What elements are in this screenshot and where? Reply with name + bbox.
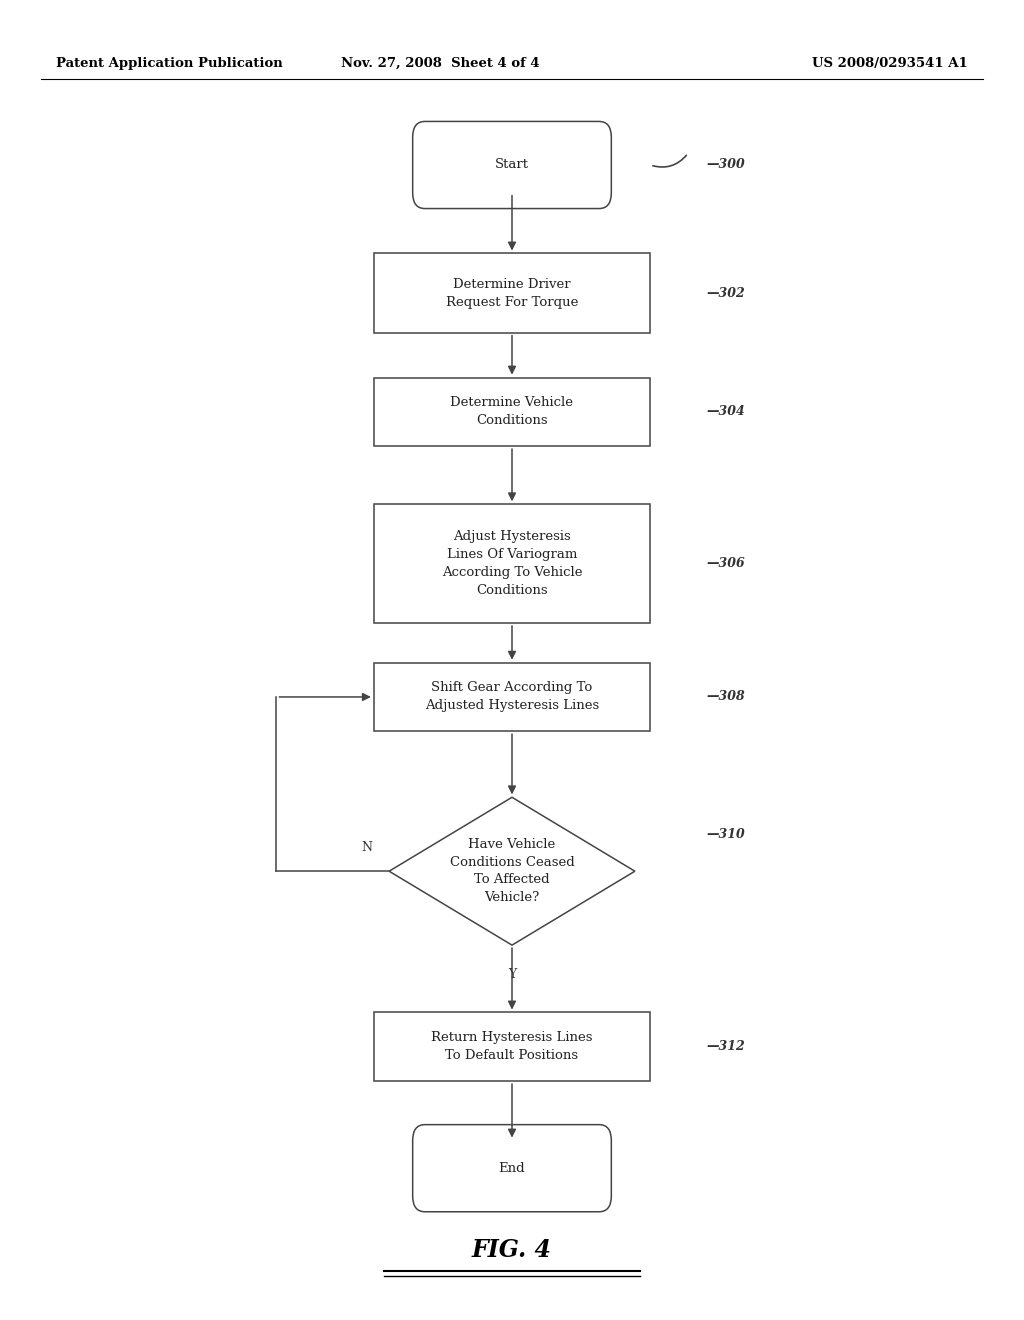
Text: Have Vehicle
Conditions Ceased
To Affected
Vehicle?: Have Vehicle Conditions Ceased To Affect… [450, 838, 574, 904]
Text: Determine Driver
Request For Torque: Determine Driver Request For Torque [445, 277, 579, 309]
Text: —308: —308 [707, 690, 745, 704]
Text: Shift Gear According To
Adjusted Hysteresis Lines: Shift Gear According To Adjusted Hystere… [425, 681, 599, 713]
Text: End: End [499, 1162, 525, 1175]
Bar [374, 663, 650, 731]
Text: Y: Y [508, 968, 516, 981]
Text: Return Hysteresis Lines
To Default Positions: Return Hysteresis Lines To Default Posit… [431, 1031, 593, 1063]
Text: —302: —302 [707, 286, 745, 300]
Text: —310: —310 [707, 828, 745, 841]
FancyBboxPatch shape [413, 1125, 611, 1212]
Text: FIG. 4: FIG. 4 [472, 1238, 552, 1262]
Text: Nov. 27, 2008  Sheet 4 of 4: Nov. 27, 2008 Sheet 4 of 4 [341, 57, 540, 70]
Text: Start: Start [495, 158, 529, 172]
Text: —300: —300 [707, 158, 745, 172]
Text: N: N [361, 841, 372, 854]
Text: Determine Vehicle
Conditions: Determine Vehicle Conditions [451, 396, 573, 428]
Text: Patent Application Publication: Patent Application Publication [56, 57, 283, 70]
Text: Adjust Hysteresis
Lines Of Variogram
According To Vehicle
Conditions: Adjust Hysteresis Lines Of Variogram Acc… [441, 531, 583, 597]
Bar [374, 378, 650, 446]
Bar [374, 504, 650, 623]
FancyBboxPatch shape [413, 121, 611, 209]
Text: —312: —312 [707, 1040, 745, 1053]
Text: —304: —304 [707, 405, 745, 418]
Polygon shape [389, 797, 635, 945]
Bar [374, 253, 650, 333]
Text: US 2008/0293541 A1: US 2008/0293541 A1 [812, 57, 968, 70]
Text: —306: —306 [707, 557, 745, 570]
Bar [374, 1012, 650, 1081]
